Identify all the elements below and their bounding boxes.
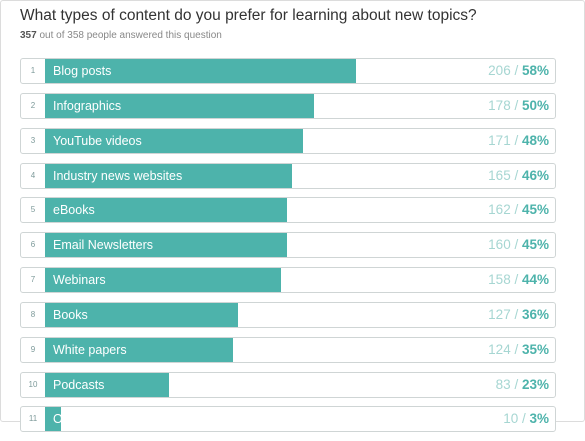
row-count: 160 — [488, 237, 511, 253]
result-row: 5 eBooks 162 / 45% — [20, 197, 556, 224]
result-bar — [45, 93, 314, 118]
row-count: 158 — [488, 272, 511, 288]
result-row: 2 Infographics 178 / 50% — [20, 92, 556, 119]
row-value: 165 / 46% — [488, 164, 549, 188]
answered-summary: 357 out of 358 people answered this ques… — [20, 30, 222, 41]
row-percent: 48% — [521, 132, 549, 148]
result-row: 1 Blog posts 206 / 58% — [20, 58, 556, 84]
result-row: 8 Books 127 / 36% — [20, 301, 556, 328]
value-separator: / — [510, 376, 522, 392]
row-label: Books — [53, 307, 88, 322]
row-count: 83 — [495, 376, 511, 392]
row-value: 124 / 35% — [488, 338, 549, 362]
result-row: 4 Industry news websites 165 / 46% — [20, 162, 556, 189]
row-label: Other — [53, 412, 85, 427]
result-row: 9 White papers 124 / 35% — [20, 336, 556, 363]
row-count: 171 — [488, 132, 511, 148]
result-bar — [45, 233, 287, 258]
row-value: 127 / 36% — [488, 303, 549, 327]
row-value: 83 / 23% — [496, 373, 549, 397]
value-separator: / — [510, 237, 522, 253]
result-row: 6 Email Newsletters 160 / 45% — [20, 232, 556, 259]
row-percent: 3% — [529, 411, 549, 427]
row-count: 10 — [503, 411, 519, 427]
row-count: 178 — [488, 97, 511, 113]
row-percent: 45% — [521, 237, 549, 253]
result-bar — [45, 198, 287, 223]
value-separator: / — [510, 63, 522, 78]
result-bar — [45, 268, 281, 293]
value-separator: / — [510, 202, 522, 218]
row-value: 158 / 44% — [488, 268, 549, 292]
row-number: 3 — [30, 135, 36, 145]
row-label: Infographics — [53, 98, 122, 113]
row-number: 11 — [28, 414, 38, 424]
answered-count: 357 — [20, 30, 37, 41]
value-separator: / — [510, 272, 522, 288]
row-percent: 46% — [521, 167, 549, 183]
result-row: 7 Webinars 158 / 44% — [20, 267, 556, 294]
question-title: What types of content do you prefer for … — [20, 7, 477, 24]
row-number: 5 — [30, 205, 36, 215]
row-percent: 44% — [521, 272, 549, 288]
row-label: eBooks — [53, 203, 95, 218]
row-count: 124 — [488, 341, 511, 357]
row-count: 162 — [488, 202, 511, 218]
row-percent: 45% — [521, 202, 549, 218]
row-value: 162 / 45% — [488, 198, 549, 222]
row-count: 165 — [488, 167, 511, 183]
value-separator: / — [510, 341, 522, 357]
row-label: YouTube videos — [53, 133, 142, 148]
row-label: Blog posts — [53, 64, 112, 78]
row-number: 8 — [30, 309, 36, 319]
result-bar — [45, 372, 169, 397]
value-separator: / — [510, 167, 522, 183]
row-value: 206 / 58% — [488, 59, 549, 83]
result-row: 3 YouTube videos 171 / 48% — [20, 127, 556, 154]
row-count: 127 — [488, 306, 511, 322]
row-label: White papers — [53, 342, 127, 357]
row-label: Webinars — [53, 273, 106, 288]
row-number: 4 — [30, 170, 36, 180]
row-percent: 58% — [521, 63, 549, 78]
row-value: 171 / 48% — [488, 129, 549, 153]
row-number: 9 — [30, 344, 36, 354]
row-number: 10 — [28, 379, 38, 389]
row-number: 6 — [30, 240, 36, 250]
row-value: 178 / 50% — [488, 94, 549, 118]
row-value: 160 / 45% — [488, 233, 549, 257]
row-percent: 35% — [521, 341, 549, 357]
row-label: Industry news websites — [53, 168, 183, 183]
value-separator: / — [510, 97, 522, 113]
row-count: 206 — [488, 63, 511, 78]
result-bar — [45, 128, 303, 153]
result-bar — [45, 337, 233, 362]
row-percent: 23% — [521, 376, 549, 392]
row-number: 1 — [30, 66, 36, 75]
row-value: 10 / 3% — [503, 407, 549, 431]
value-separator: / — [518, 411, 530, 427]
row-label: Email Newsletters — [53, 238, 154, 253]
result-row: 11 Other 10 / 3% — [20, 406, 556, 433]
row-percent: 50% — [521, 97, 549, 113]
row-number: 7 — [30, 275, 36, 285]
result-bar — [45, 59, 356, 83]
value-separator: / — [510, 132, 522, 148]
row-number: 2 — [30, 100, 36, 110]
value-separator: / — [510, 306, 522, 322]
row-label: Podcasts — [53, 377, 105, 392]
row-percent: 36% — [521, 306, 549, 322]
result-bar — [45, 302, 238, 327]
answered-text: out of 358 people answered this question — [39, 30, 222, 41]
result-row: 10 Podcasts 83 / 23% — [20, 371, 556, 398]
results-bar-chart: 1 Blog posts 206 / 58% 2 Infographics 178 / 5… — [20, 58, 556, 441]
result-bar — [45, 163, 292, 188]
